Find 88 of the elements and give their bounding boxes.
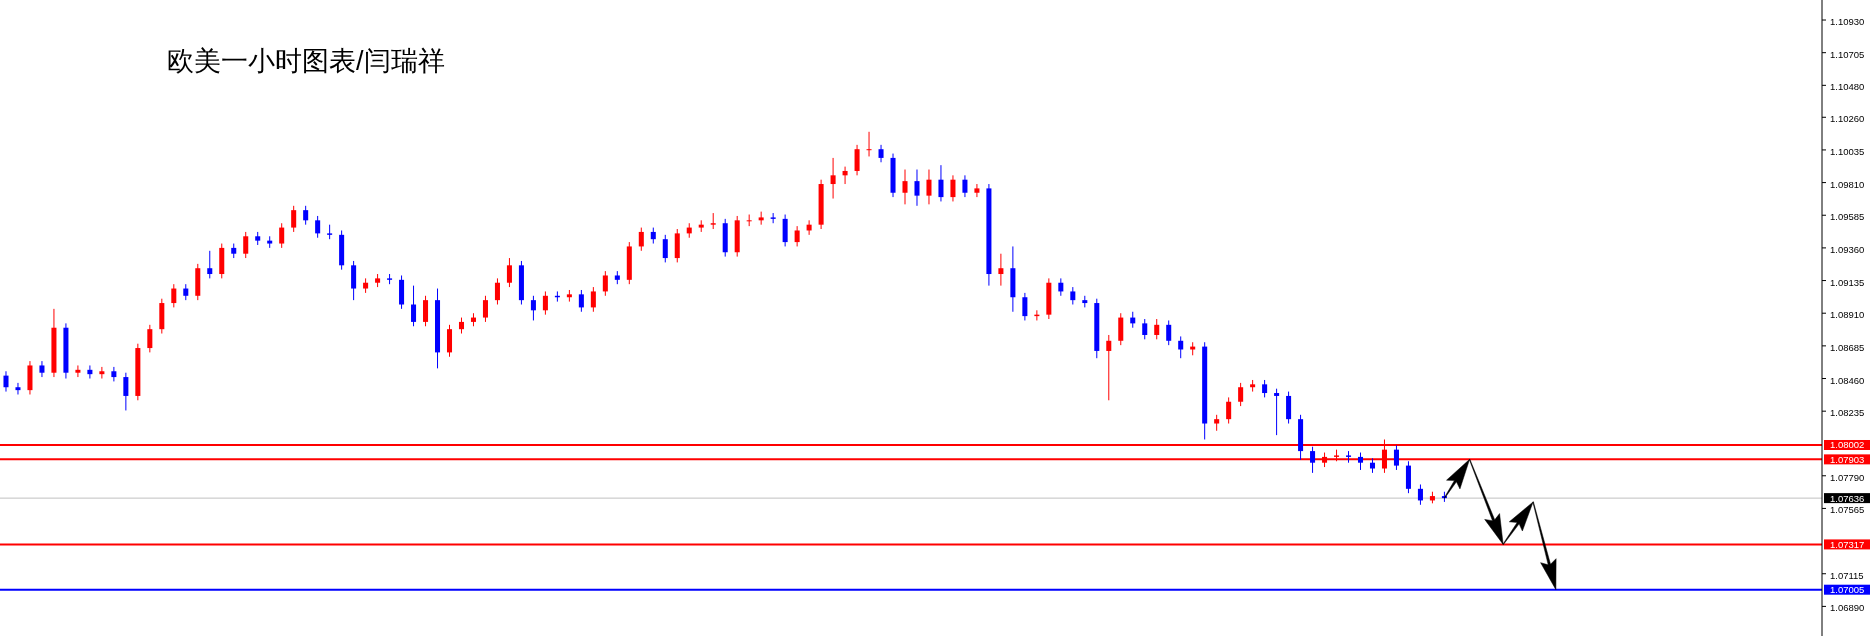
candlestick (243, 231, 249, 259)
candlestick (506, 257, 512, 288)
candlestick (1118, 312, 1124, 346)
candlestick (15, 382, 21, 395)
candlestick (938, 164, 944, 202)
y-tick-label: 1.10705 (1830, 48, 1865, 60)
ref-label: 1.07317 (1824, 538, 1870, 550)
candlestick (482, 295, 488, 323)
candlestick (1154, 318, 1160, 340)
ref-line-label: 1.07317 (1830, 538, 1865, 550)
candlestick (75, 364, 81, 378)
candlestick (99, 366, 105, 380)
y-tick-label: 1.10930 (1830, 16, 1865, 28)
candlestick (315, 215, 321, 239)
candlestick (602, 270, 608, 297)
candlestick (902, 169, 908, 205)
candlestick (291, 205, 297, 233)
candlestick (207, 250, 213, 279)
y-tick-label: 1.08235 (1830, 407, 1865, 419)
candlestick (1106, 334, 1112, 401)
text: 欧美一小时图表/闫瑞祥 (167, 46, 445, 76)
candlestick (1417, 483, 1423, 506)
candlestick (1142, 318, 1148, 340)
candlestick (878, 144, 884, 163)
ref-label: 1.07636 (1824, 492, 1870, 504)
ref-label: 1.07005 (1824, 584, 1870, 596)
candlestick (147, 324, 153, 353)
candlestick (638, 227, 644, 252)
y-tick-label: 1.09810 (1830, 178, 1865, 190)
candlestick (914, 169, 920, 207)
candlestick (1226, 396, 1232, 425)
candlestick (3, 370, 9, 393)
candlestick (423, 295, 429, 327)
candlestick (446, 324, 453, 358)
candlestick (974, 183, 980, 198)
candlestick (842, 166, 848, 185)
candlestick (998, 253, 1004, 287)
candlestick (590, 286, 596, 313)
candlestick (830, 157, 836, 200)
candlestick (1274, 388, 1280, 436)
candlestick (794, 225, 800, 247)
ref-label: 1.07903 (1824, 453, 1870, 465)
candlestick (1286, 391, 1292, 425)
candlestick (351, 260, 357, 301)
candlestick (962, 174, 968, 198)
candlestick (1238, 382, 1244, 407)
candlestick (111, 366, 117, 382)
y-tick-label: 1.07565 (1830, 504, 1865, 516)
candlestick (1022, 292, 1028, 321)
candlestick (411, 285, 417, 327)
ref-line-label: 1.07005 (1830, 584, 1865, 596)
candlestick (542, 290, 548, 316)
candlestick (494, 277, 500, 305)
ref-line-label: 1.07903 (1830, 453, 1865, 465)
y-tick-label: 1.07790 (1830, 471, 1865, 483)
y-tick-label: 1.10480 (1830, 81, 1865, 93)
candlestick (171, 283, 177, 308)
candlestick (530, 295, 536, 321)
candlestick (39, 360, 45, 378)
ref-line-label: 1.08002 (1830, 439, 1865, 451)
candlestick (1178, 335, 1184, 359)
y-tick-label: 1.09360 (1830, 243, 1865, 255)
candlestick (1405, 460, 1411, 494)
candlestick (1166, 319, 1172, 346)
candlestick (950, 174, 956, 202)
candlestick (123, 372, 129, 411)
y-tick-label: 1.09135 (1830, 276, 1865, 288)
ref-line-label: 1.07636 (1830, 492, 1865, 504)
candlestick (866, 131, 872, 157)
ref-label: 1.08002 (1824, 439, 1870, 451)
y-tick-label: 1.08460 (1830, 374, 1865, 386)
y-tick-label: 1.08685 (1830, 341, 1865, 353)
candlestick (279, 222, 285, 249)
y-tick-label: 1.09585 (1830, 211, 1865, 223)
candlestick (782, 214, 788, 247)
candlestick (1393, 444, 1399, 471)
candlestick (1310, 446, 1316, 474)
candlestick (926, 169, 932, 205)
candlestick (87, 364, 93, 380)
y-tick-label: 1.08910 (1830, 309, 1865, 321)
y-tick-label: 1.10035 (1830, 145, 1865, 157)
candlestick (303, 205, 309, 226)
y-tick-label: 1.10260 (1830, 113, 1865, 125)
candlestick (578, 289, 584, 313)
candlestick (854, 144, 860, 176)
candlestick (662, 234, 668, 263)
y-tick-label: 1.06890 (1830, 602, 1865, 614)
y-tick-label: 1.07115 (1830, 569, 1864, 581)
